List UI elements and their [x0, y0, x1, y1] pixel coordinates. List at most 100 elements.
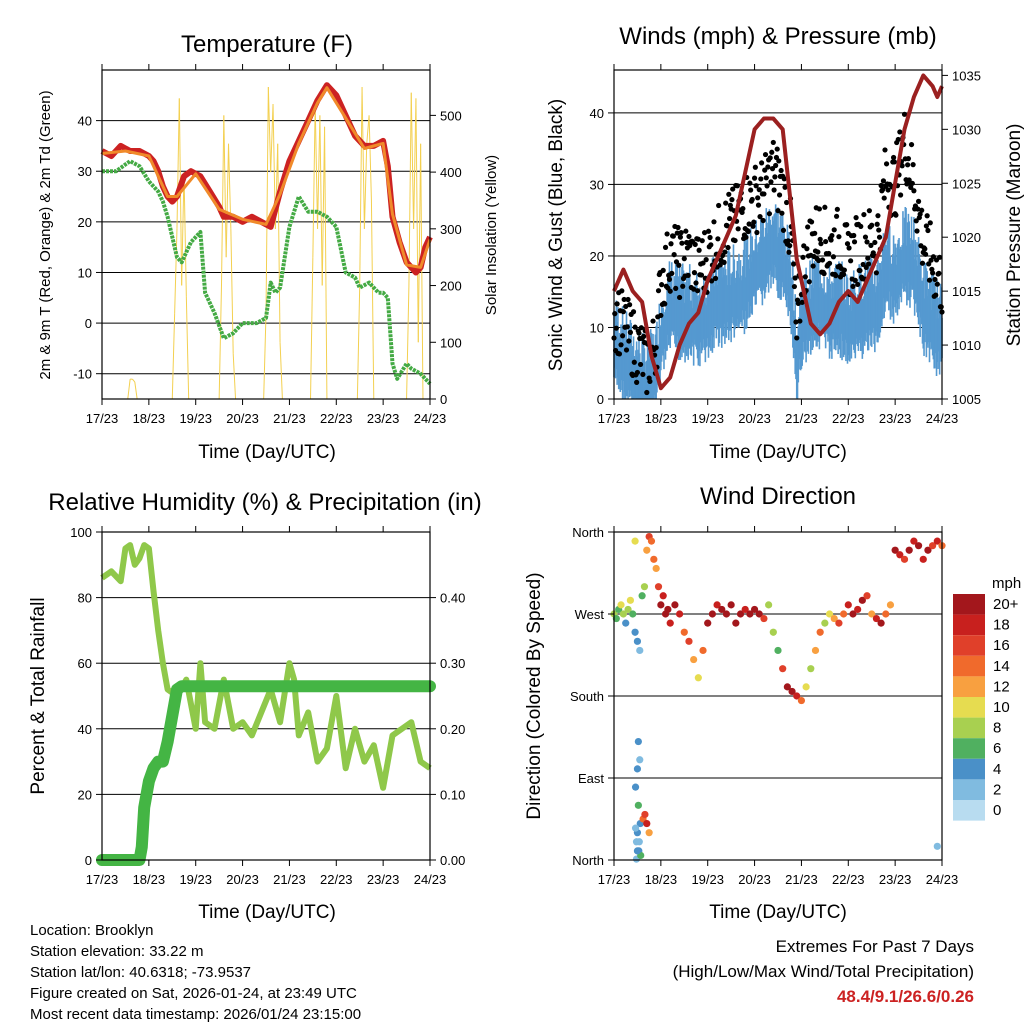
- y-tick-label: 40: [590, 106, 604, 121]
- y2-tick-label: 1020: [952, 230, 981, 245]
- direction-point: [854, 605, 862, 614]
- direction-point: [617, 601, 625, 609]
- gust-point: [773, 162, 779, 169]
- gust-point: [905, 162, 911, 168]
- gust-point: [864, 239, 870, 245]
- direction-point: [929, 542, 937, 550]
- direction-point: [718, 605, 726, 614]
- gust-point: [769, 149, 775, 155]
- solar-segment: [359, 87, 363, 286]
- gust-point: [662, 244, 669, 250]
- plot-frame: [101, 69, 431, 400]
- gust-point: [612, 311, 618, 317]
- gust-point: [898, 192, 904, 198]
- x-tick-label: 21/23: [273, 872, 306, 887]
- gust-point: [881, 195, 887, 201]
- gust-point: [711, 219, 717, 225]
- gust-point: [708, 242, 714, 248]
- humidity-ylabel: Percent & Total Rainfall: [28, 597, 49, 794]
- gust-point: [693, 280, 699, 286]
- gust-point: [908, 141, 915, 148]
- legend-swatch: [953, 655, 985, 677]
- direction-point: [858, 596, 866, 604]
- gust-point: [899, 163, 905, 169]
- gust-point: [873, 270, 880, 276]
- gust-point: [734, 183, 740, 189]
- gust-point: [694, 288, 701, 294]
- y-tick-label: 0: [85, 316, 92, 331]
- humidity-plot: 17/23 18/23 19/23 20/23 21/23 22/23 23/23 24/23…: [70, 525, 465, 887]
- solar-segment: [232, 353, 237, 400]
- x-tick-label: 24/23: [414, 872, 447, 887]
- gust-point: [934, 281, 940, 287]
- x-tick-label: 22/23: [832, 411, 865, 426]
- direction-point: [905, 546, 913, 554]
- gust-point: [631, 359, 637, 365]
- solar-segment: [361, 87, 365, 229]
- gust-point: [627, 329, 634, 335]
- x-tick-label: 23/23: [879, 411, 912, 426]
- gust-point: [740, 206, 746, 212]
- gust-point: [662, 301, 668, 307]
- gust-point: [830, 254, 837, 260]
- gust-point: [763, 175, 769, 181]
- gust-point: [674, 230, 680, 236]
- gust-point: [858, 223, 864, 230]
- gust-point: [829, 232, 835, 239]
- gust-point: [911, 188, 917, 194]
- direction-point: [676, 610, 684, 618]
- gust-point: [926, 277, 933, 283]
- gust-point: [756, 187, 762, 193]
- gust-point: [700, 260, 706, 266]
- x-tick-label: 18/23: [645, 411, 678, 426]
- gust-point: [890, 154, 897, 161]
- solar-segment: [321, 126, 326, 286]
- direction-point: [645, 829, 653, 837]
- gust-point: [750, 223, 756, 229]
- direction-point: [896, 551, 904, 559]
- gust-point: [760, 217, 766, 224]
- x-tick-label: 19/23: [179, 411, 212, 426]
- direction-point: [654, 583, 663, 591]
- gust-point: [905, 156, 912, 162]
- gust-point: [623, 347, 630, 353]
- humidity-xlabel: Time (Day/UTC): [198, 902, 336, 923]
- solar-segment: [310, 257, 314, 400]
- y2-tick-label: 1005: [952, 392, 981, 407]
- gust-point: [725, 244, 731, 251]
- gust-point: [923, 223, 929, 229]
- plot-frame: [613, 69, 943, 400]
- gust-point: [851, 232, 857, 239]
- solar-segment: [366, 115, 370, 144]
- direction-point: [636, 756, 644, 764]
- gust-point: [685, 272, 691, 278]
- elevation-text: Station elevation: 33.22 m: [30, 943, 204, 960]
- legend-swatch: [953, 758, 985, 780]
- solar-segment: [183, 172, 187, 297]
- solar-segment: [263, 313, 267, 400]
- gust-point: [627, 302, 633, 308]
- gust-point: [836, 234, 842, 240]
- gust-point: [729, 197, 735, 203]
- pressure-line: [612, 73, 944, 391]
- solar-segment: [181, 172, 185, 286]
- x-tick-label: 20/23: [738, 872, 771, 887]
- direction-point: [699, 646, 707, 655]
- x-tick-label: 17/23: [86, 872, 119, 887]
- gust-point: [776, 158, 782, 164]
- gust-point: [681, 256, 687, 262]
- legend-label: 14: [993, 658, 1010, 675]
- direction-point: [624, 605, 632, 614]
- y-tick-label: 100: [70, 525, 92, 540]
- gust-point: [677, 294, 683, 301]
- legend-swatch: [953, 779, 985, 800]
- gust-point: [762, 151, 769, 158]
- x-tick-label: 19/23: [691, 872, 724, 887]
- direction-point: [722, 610, 731, 618]
- gust-point: [675, 224, 681, 231]
- direction-point: [736, 610, 745, 618]
- gust-point: [747, 180, 753, 186]
- gust-point: [818, 241, 824, 247]
- legend-label: 16: [993, 637, 1010, 654]
- gust-point: [735, 226, 741, 232]
